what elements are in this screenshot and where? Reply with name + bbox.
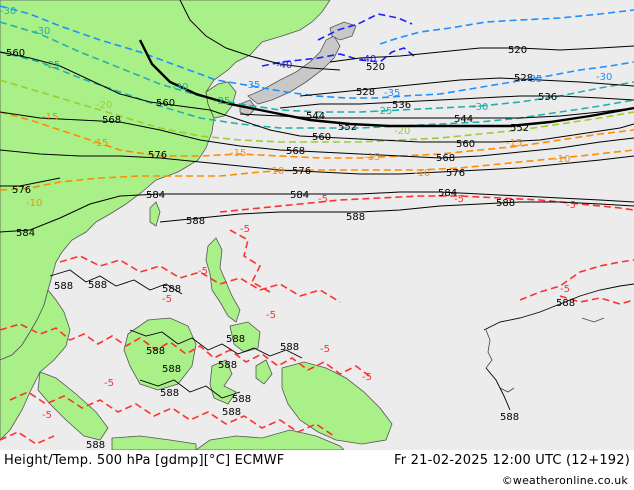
label-h588: 588: [232, 394, 251, 405]
label-t5: -5: [266, 310, 276, 321]
label-t15: -15: [364, 152, 380, 163]
label-h588: 588: [556, 298, 575, 309]
map-title: Height/Temp. 500 hPa [gdmp][°C] ECMWF: [4, 453, 284, 468]
map-canvas: 560 520 520 528 528 536 536 544 544 552 …: [0, 0, 634, 450]
label-h584: 584: [16, 228, 35, 239]
label-t10: -10: [554, 154, 570, 165]
label-h544: 544: [306, 111, 325, 122]
label-h588: 588: [346, 212, 365, 223]
label-h568: 568: [286, 146, 305, 157]
map-footer: Height/Temp. 500 hPa [gdmp][°C] ECMWF Fr…: [0, 450, 634, 490]
label-h588: 588: [186, 216, 205, 227]
label-h588: 588: [280, 342, 299, 353]
label-h588: 588: [88, 280, 107, 291]
label-h536: 536: [392, 100, 411, 111]
label-h588: 588: [54, 281, 73, 292]
label-t5: -5: [198, 266, 208, 277]
label-h576: 576: [12, 185, 31, 196]
label-h588: 588: [218, 360, 237, 371]
label-h576: 576: [148, 150, 167, 161]
label-h576: 576: [292, 166, 311, 177]
label-t5: -5: [566, 200, 576, 211]
label-t20: -20: [96, 100, 112, 111]
weather-map: 560 520 520 528 528 536 536 544 544 552 …: [0, 0, 634, 450]
label-h588: 588: [162, 364, 181, 375]
label-t15: -15: [42, 112, 58, 123]
label-h584: 584: [146, 190, 165, 201]
label-t5: -5: [560, 284, 570, 295]
label-h552: 552: [338, 122, 357, 133]
label-h552: 552: [510, 123, 529, 134]
label-t25: -25: [214, 96, 230, 107]
label-t30: -30: [596, 72, 612, 83]
label-h568: 568: [436, 153, 455, 164]
label-h560: 560: [312, 132, 331, 143]
label-h536: 536: [538, 92, 557, 103]
label-t35: -35: [526, 74, 542, 85]
label-t10: -10: [26, 198, 42, 209]
label-t5: -5: [454, 194, 464, 205]
label-h584: 584: [290, 190, 309, 201]
label-t10: -10: [414, 168, 430, 179]
label-t5: -5: [362, 372, 372, 383]
label-h560: 560: [6, 48, 25, 59]
label-t30: -30: [172, 82, 188, 93]
label-t5: -5: [104, 378, 114, 389]
label-t40: -40: [360, 54, 376, 65]
label-h544: 544: [454, 114, 473, 125]
label-t15: -15: [506, 138, 522, 149]
label-h588: 588: [222, 407, 241, 418]
label-t30: -30: [34, 26, 50, 37]
label-h560: 560: [156, 98, 175, 109]
label-t15: -15: [230, 148, 246, 159]
label-h520: 520: [508, 45, 527, 56]
label-t25: -25: [44, 60, 60, 71]
label-t30: -30: [472, 102, 488, 113]
label-t5: -5: [162, 294, 172, 305]
label-t5: -5: [240, 224, 250, 235]
label-h560: 560: [456, 139, 475, 150]
credit-link[interactable]: ©weatheronline.co.uk: [502, 474, 628, 487]
label-h568: 568: [102, 115, 121, 126]
label-t5: -5: [42, 410, 52, 421]
label-t35: -35: [244, 80, 260, 91]
label-t5: -5: [320, 344, 330, 355]
label-h588: 588: [500, 412, 519, 423]
label-h528: 528: [356, 87, 375, 98]
label-h588: 588: [496, 198, 515, 209]
label-t30: -30: [0, 6, 16, 17]
label-h588: 588: [160, 388, 179, 399]
label-h588: 588: [86, 440, 105, 450]
label-h576: 576: [446, 168, 465, 179]
valid-time: Fr 21-02-2025 12:00 UTC (12+192): [394, 453, 630, 468]
label-t35: -35: [384, 88, 400, 99]
label-h588: 588: [146, 346, 165, 357]
label-t25: -25: [376, 106, 392, 117]
label-t40: -40: [276, 60, 292, 71]
label-t20: -20: [394, 126, 410, 137]
label-h588: 588: [226, 334, 245, 345]
label-t5: -5: [318, 194, 328, 205]
label-t15: -15: [92, 138, 108, 149]
label-t10: -10: [268, 166, 284, 177]
